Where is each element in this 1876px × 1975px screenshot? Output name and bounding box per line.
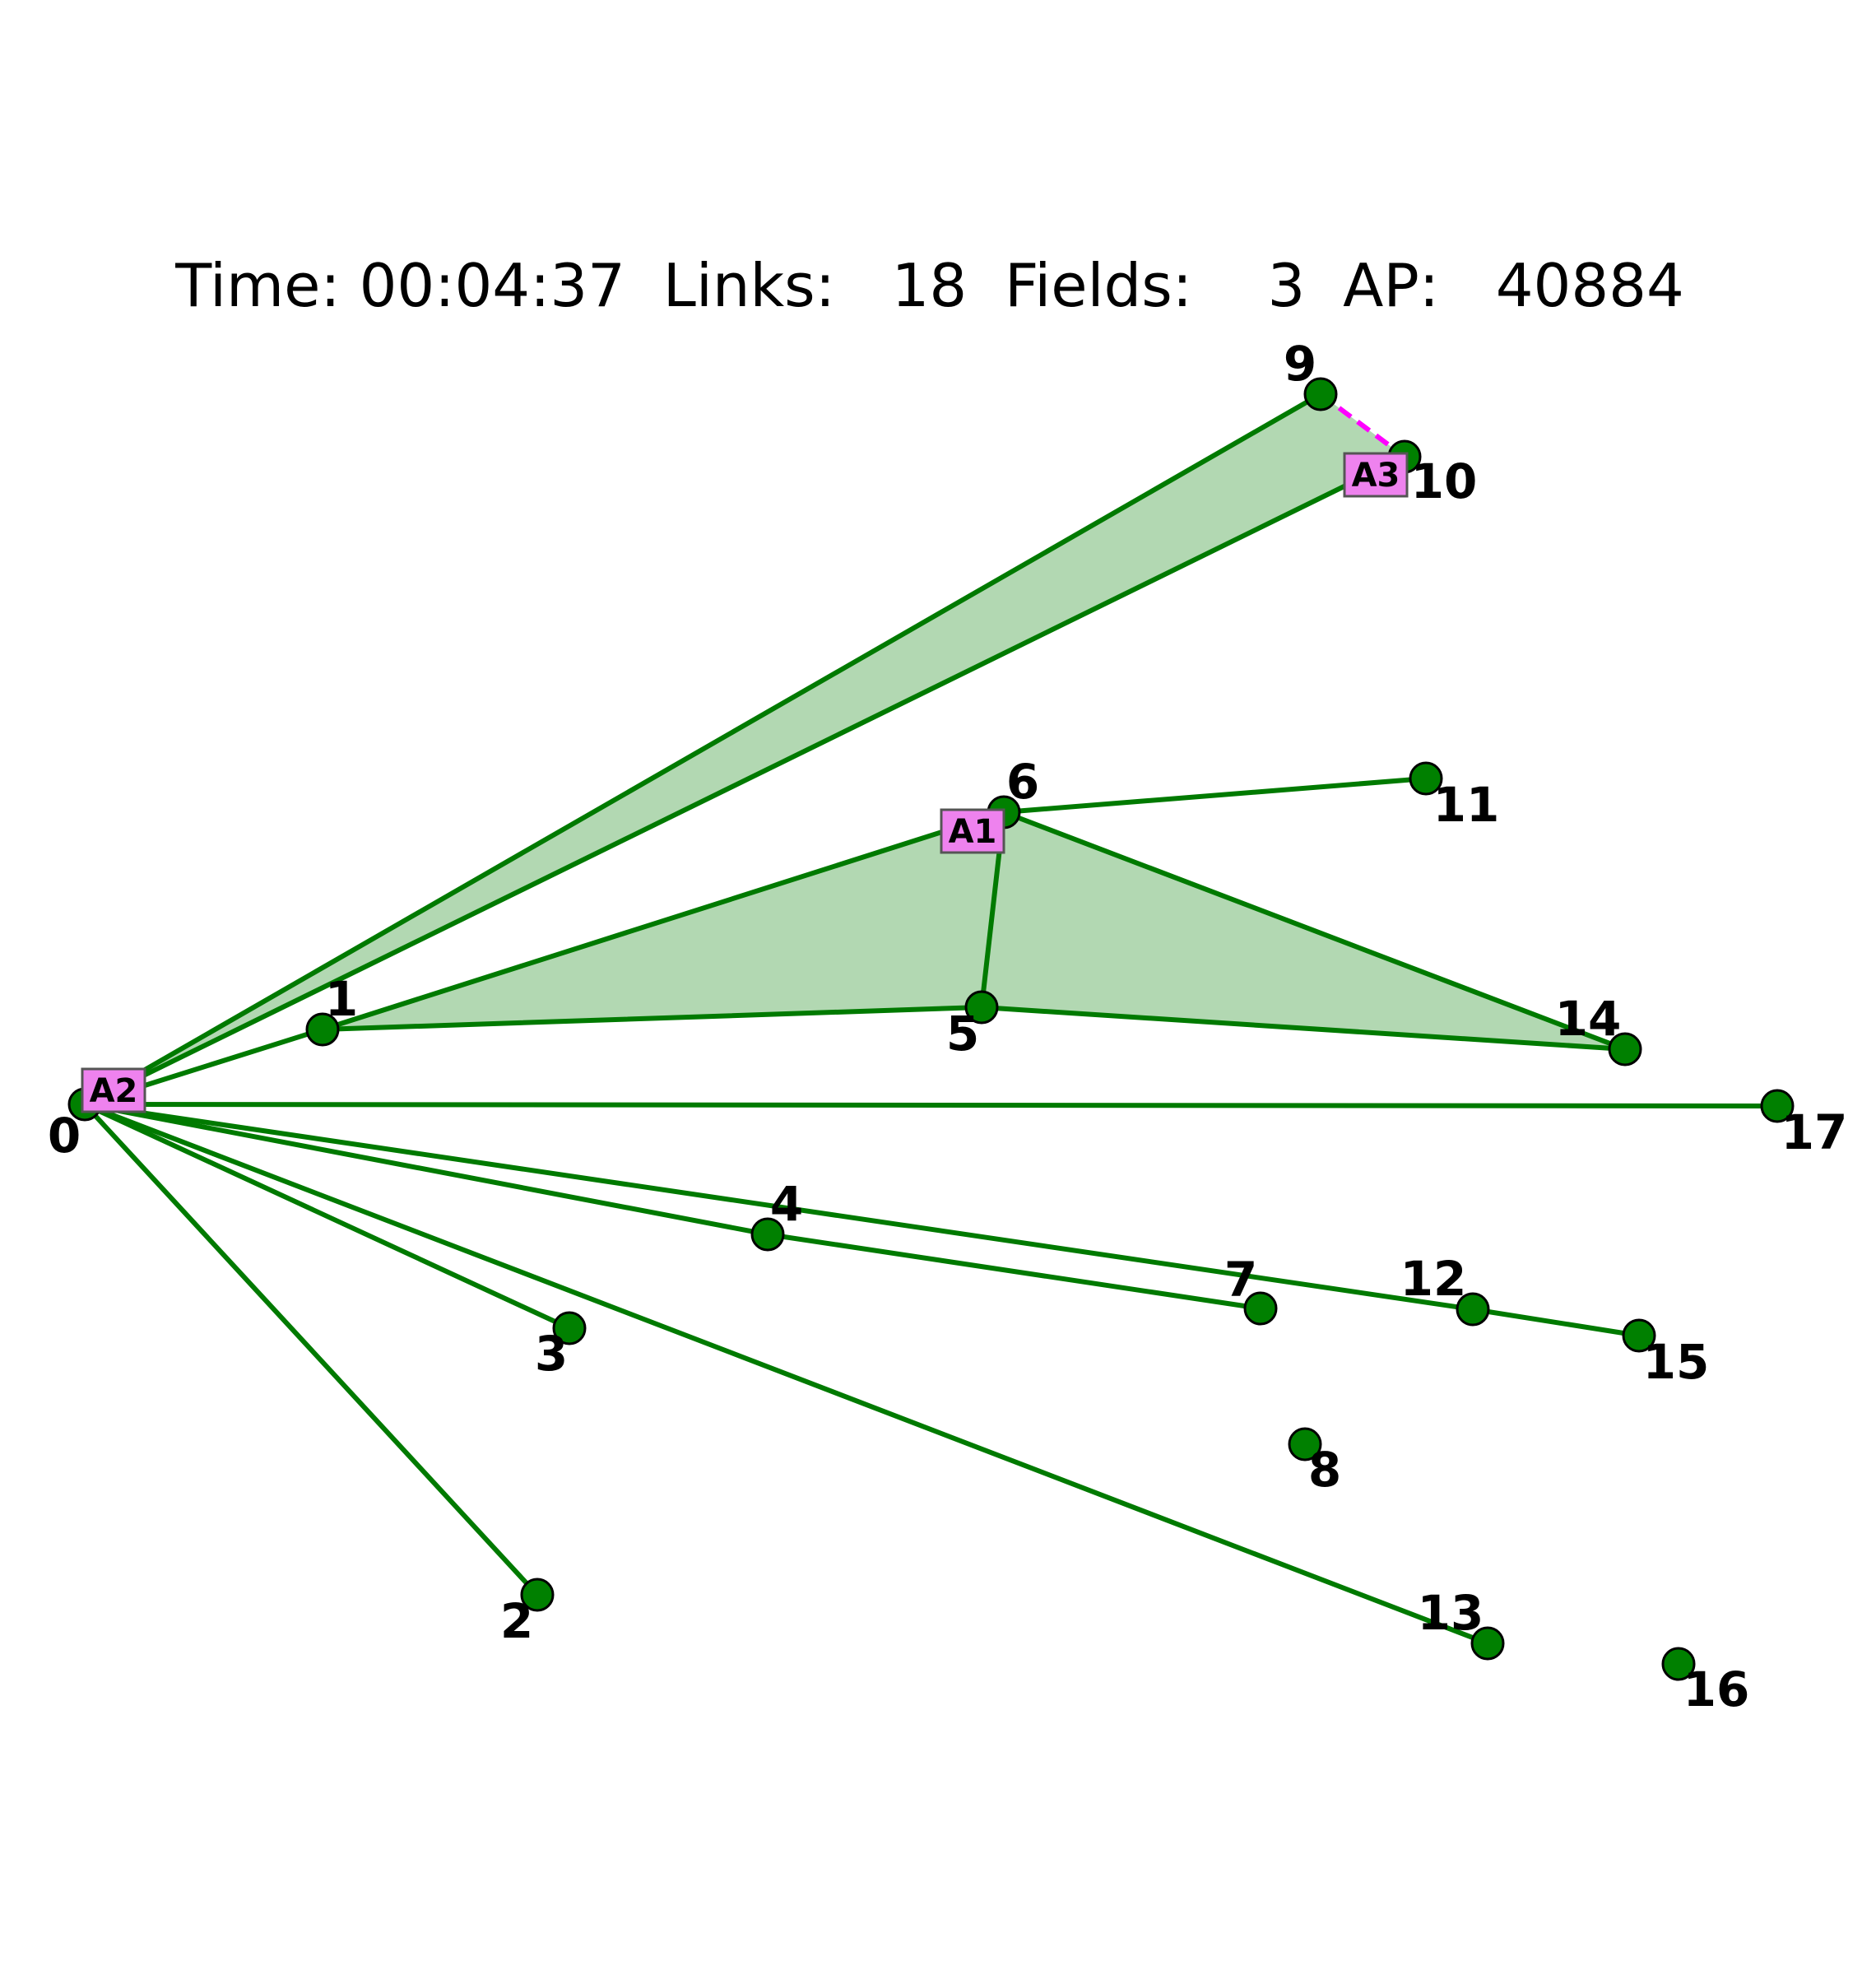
portal-1[interactable]: [305, 1012, 340, 1047]
portal-9[interactable]: [1303, 377, 1338, 411]
ap-value: 40884: [1495, 251, 1684, 320]
link-12-15: [1470, 1307, 1642, 1338]
link-0-2: [82, 1102, 540, 1597]
link-0-10: [82, 454, 1407, 1107]
link-0-3: [82, 1102, 572, 1331]
status-line: Time: 00:04:37 Links: 18 Fields: 3 AP: 4…: [0, 251, 1860, 320]
portal-label-2: 2: [500, 1593, 533, 1649]
fields-label: Fields:: [1005, 251, 1192, 320]
link-4-7: [765, 1232, 1263, 1311]
agent-paths-layer: [1319, 392, 1406, 459]
portal-label-16: 16: [1683, 1661, 1750, 1717]
portal-14[interactable]: [1608, 1032, 1642, 1066]
link-0-17: [82, 1102, 1780, 1108]
portal-3[interactable]: [552, 1311, 587, 1345]
portal-2[interactable]: [520, 1578, 555, 1612]
portal-label-0: 0: [48, 1108, 81, 1164]
link-5-14: [979, 1005, 1628, 1052]
links-label: Links:: [662, 251, 835, 320]
portal-4[interactable]: [750, 1217, 785, 1252]
agent-marker-A2: [81, 1067, 146, 1113]
agent-label-A3: A3: [1352, 457, 1400, 495]
portal-label-10: 10: [1411, 453, 1478, 509]
fields-layer: [85, 394, 1625, 1104]
portal-label-15: 15: [1643, 1334, 1710, 1390]
time-value: 00:04:37: [359, 251, 625, 320]
link-1-5: [320, 1005, 984, 1032]
agent-label-A2: A2: [90, 1072, 138, 1110]
portal-label-4: 4: [770, 1176, 803, 1232]
portal-17[interactable]: [1760, 1089, 1795, 1123]
portal-label-14: 14: [1555, 991, 1622, 1047]
time-label: Time:: [175, 251, 341, 320]
link-0-12: [82, 1102, 1475, 1312]
portal-5[interactable]: [964, 990, 999, 1025]
link-0-4: [82, 1102, 770, 1237]
agent-label-A1: A1: [949, 813, 997, 851]
portal-label-12: 12: [1400, 1251, 1467, 1307]
agent-marker-A1: [940, 808, 1005, 854]
links-value: 18: [891, 251, 968, 320]
portal-16[interactable]: [1661, 1647, 1696, 1681]
portal-label-3: 3: [535, 1326, 568, 1382]
link-6-14: [1001, 810, 1628, 1052]
portal-label-9: 9: [1284, 336, 1316, 392]
links-layer: [82, 392, 1780, 1646]
portal-label-8: 8: [1308, 1442, 1341, 1498]
field-0-9-10: [85, 394, 1405, 1104]
link-0-9: [82, 392, 1323, 1107]
agents-layer: A1 A2 A3: [81, 452, 1409, 1113]
portal-label-7: 7: [1224, 1252, 1257, 1308]
link-0-13: [82, 1102, 1490, 1646]
agent-marker-A3: [1343, 452, 1409, 498]
portal-12[interactable]: [1456, 1292, 1490, 1327]
fields-value: 3: [1267, 251, 1306, 320]
portal-label-11: 11: [1433, 777, 1500, 833]
portal-label-5: 5: [946, 1006, 979, 1062]
link-1-6: [320, 810, 1006, 1032]
portal-label-6: 6: [1006, 754, 1039, 810]
link-6-11: [1001, 776, 1428, 815]
portal-11[interactable]: [1409, 761, 1443, 796]
ap-label: AP:: [1343, 251, 1440, 320]
portal-7[interactable]: [1243, 1291, 1278, 1326]
portal-label-13: 13: [1418, 1585, 1484, 1641]
portal-15[interactable]: [1622, 1318, 1656, 1353]
portal-8[interactable]: [1288, 1427, 1322, 1462]
portal-label-17: 17: [1781, 1104, 1848, 1160]
portal-13[interactable]: [1470, 1626, 1505, 1661]
agent-path-9-10: [1319, 392, 1406, 459]
portal-label-1: 1: [325, 971, 358, 1027]
